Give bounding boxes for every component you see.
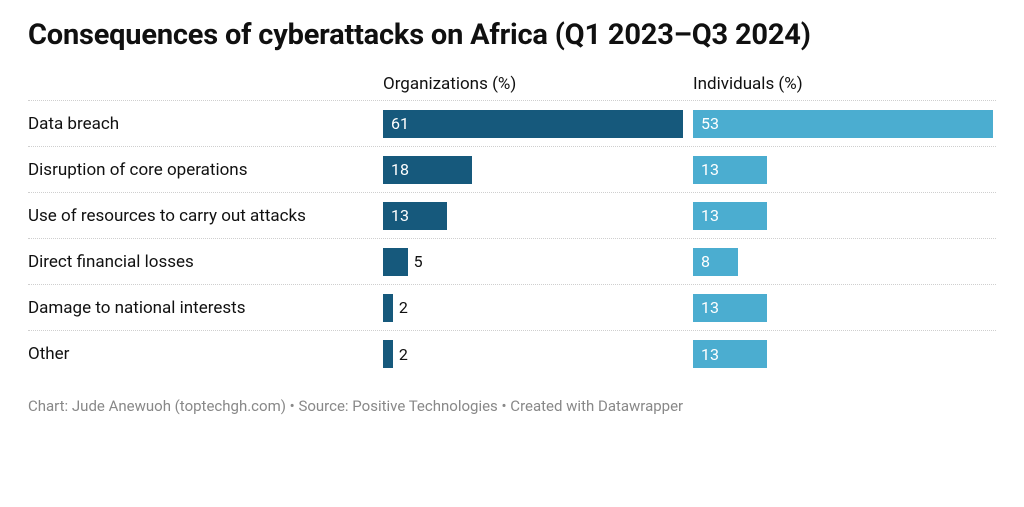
chart-rows: Data breach 61 53 Disruption of core operat… — [28, 101, 996, 377]
bar-value: 53 — [693, 114, 719, 133]
row-label: Data breach — [28, 114, 373, 134]
bar: 13 — [693, 156, 767, 184]
bar-cell: 18 — [383, 156, 683, 184]
row-label: Direct financial losses — [28, 252, 373, 272]
bar-cell: 13 — [693, 202, 993, 230]
bar-cell: 61 — [383, 110, 683, 138]
bar-cell: 13 — [693, 340, 993, 368]
bar-value: 13 — [693, 160, 719, 179]
bar — [383, 294, 393, 322]
row-label: Use of resources to carry out attacks — [28, 206, 373, 226]
column-header-indiv: Individuals (%) — [693, 74, 993, 94]
row-label: Other — [28, 344, 373, 364]
bar: 13 — [383, 202, 447, 230]
bar-cell: 8 — [693, 248, 993, 276]
bar: 13 — [693, 294, 767, 322]
bar-value: 13 — [693, 298, 719, 317]
bar-cell: 5 — [383, 248, 683, 276]
bar-cell: 2 — [383, 294, 683, 322]
column-headers: Organizations (%) Individuals (%) — [28, 74, 996, 101]
table-row: Disruption of core operations 18 13 — [28, 147, 996, 193]
chart-footer: Chart: Jude Anewuoh (toptechgh.com) • So… — [28, 397, 996, 415]
bar — [383, 248, 408, 276]
bar-value: 13 — [383, 206, 409, 225]
row-label: Disruption of core operations — [28, 160, 373, 180]
table-row: Direct financial losses 5 8 — [28, 239, 996, 285]
bar: 53 — [693, 110, 993, 138]
bar-value: 13 — [693, 345, 719, 364]
bar-value: 2 — [393, 298, 408, 317]
bar-value: 61 — [383, 114, 409, 133]
row-label: Damage to national interests — [28, 298, 373, 318]
bar-value: 5 — [408, 252, 423, 271]
bar-value: 2 — [393, 345, 408, 364]
bar-value: 13 — [693, 206, 719, 225]
bar-cell: 53 — [693, 110, 993, 138]
bar-value: 18 — [383, 160, 409, 179]
bar — [383, 340, 393, 368]
chart-container: Consequences of cyberattacks on Africa (… — [0, 0, 1024, 429]
table-row: Data breach 61 53 — [28, 101, 996, 147]
bar: 13 — [693, 340, 767, 368]
chart-title: Consequences of cyberattacks on Africa (… — [28, 18, 996, 52]
table-row: Other 2 13 — [28, 331, 996, 377]
bar-cell: 13 — [693, 294, 993, 322]
bar: 61 — [383, 110, 683, 138]
table-row: Damage to national interests 2 13 — [28, 285, 996, 331]
bar: 18 — [383, 156, 472, 184]
column-header-orgs: Organizations (%) — [383, 74, 683, 94]
bar-cell: 13 — [693, 156, 993, 184]
bar-cell: 13 — [383, 202, 683, 230]
bar-cell: 2 — [383, 340, 683, 368]
category-header-spacer — [28, 74, 373, 94]
bar: 8 — [693, 248, 738, 276]
bar: 13 — [693, 202, 767, 230]
table-row: Use of resources to carry out attacks 13 1… — [28, 193, 996, 239]
bar-value: 8 — [693, 252, 710, 271]
